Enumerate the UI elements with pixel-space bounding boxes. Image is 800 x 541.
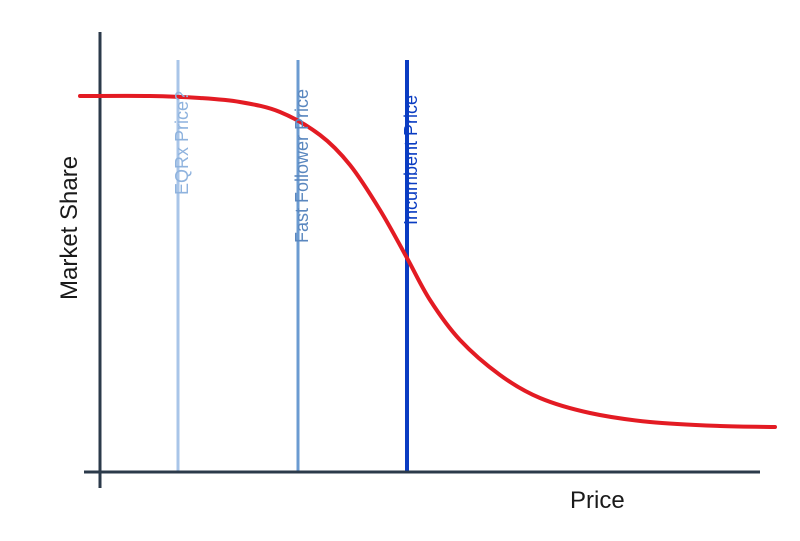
y-axis-label: Market Share [56, 156, 84, 300]
chart-canvas [0, 0, 800, 541]
x-axis-label: Price [570, 487, 625, 515]
vline-label-incumbent: Incumbent Price [401, 95, 422, 225]
vline-label-fast-follower: Fast Follower Price [292, 89, 313, 243]
market-share-price-chart: Market Share Price EQRx Price? Fast Follo… [0, 0, 800, 541]
vline-label-eqrx: EQRx Price? [172, 91, 193, 195]
